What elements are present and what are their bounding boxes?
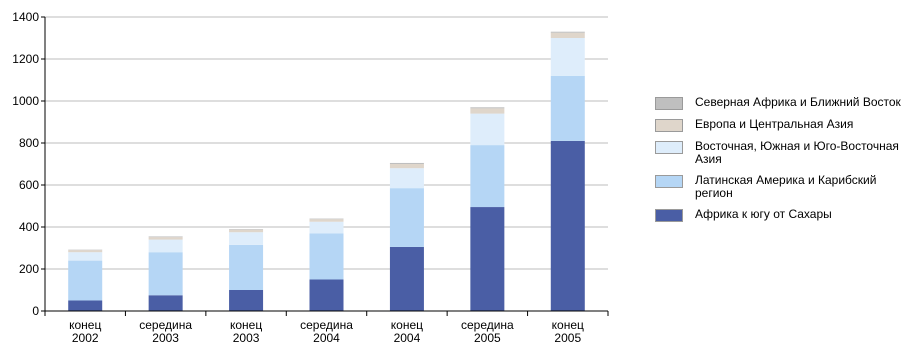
legend-swatch [655, 175, 683, 188]
bar-segment [309, 218, 344, 220]
bar-segment [68, 250, 103, 253]
legend-item: Северная Африка и Ближний Восток [655, 96, 917, 110]
stacked-bar-chart: 0 200 400 600 800 1000 1200 1400 конец 2002 серед… [12, 10, 609, 345]
bars [68, 31, 585, 311]
bar-segment [148, 237, 183, 240]
bar-segment [389, 162, 424, 164]
legend-swatch [655, 119, 683, 132]
y-tick-label: 200 [19, 262, 39, 276]
axes [44, 17, 608, 312]
x-axis-ticks: конец 2002 середина 2003 конец 2003 середина 20… [44, 311, 609, 345]
legend-swatch [655, 141, 683, 154]
legend-label: Северная Африка и Ближний Восток [695, 95, 901, 109]
bar-segment [389, 168, 424, 189]
bar-segment [470, 145, 505, 208]
y-axis-ticks: 0 200 400 600 800 1000 1200 1400 [12, 10, 45, 318]
bar-segment [309, 233, 344, 280]
bar-segment [309, 219, 344, 222]
bar-segment [550, 140, 585, 311]
x-tick-label: середина 2003 [139, 318, 192, 345]
legend-item: Восточная, Южная и Юго-Восточная Азия [655, 140, 917, 166]
x-tick-label: конец 2005 [552, 318, 584, 345]
legend-label: Африка к югу от Сахары [695, 207, 832, 221]
legend-swatch [655, 209, 683, 222]
y-tick-label: 600 [19, 178, 39, 192]
y-tick-label: 1200 [12, 52, 39, 66]
bar-segment [148, 295, 183, 311]
bar-segment [389, 164, 424, 169]
legend-label: Европа и Центральная Азия [695, 117, 854, 131]
legend-item: Европа и Центральная Азия [655, 118, 917, 132]
bar-segment [550, 32, 585, 38]
y-tick-label: 800 [19, 136, 39, 150]
y-tick-label: 400 [19, 220, 39, 234]
bar-segment [229, 232, 264, 245]
bar-segment [389, 188, 424, 247]
bar-segment [148, 239, 183, 253]
bar-segment [68, 252, 103, 261]
x-tick-label: конец 2004 [391, 318, 423, 345]
legend: Северная Африка и Ближний Восток Европа и… [655, 96, 917, 230]
bar-segment [470, 107, 505, 109]
bar-segment [470, 113, 505, 146]
bar-segment [229, 244, 264, 290]
bar-segment [148, 236, 183, 238]
x-tick-label: середина 2005 [461, 318, 514, 345]
bar-segment [470, 207, 505, 311]
legend-label: Латинская Америка и Карибский регион [695, 173, 877, 200]
bar-segment [550, 75, 585, 141]
legend-swatch [655, 97, 683, 110]
y-tick-label: 1400 [12, 10, 39, 24]
y-tick-label: 0 [32, 304, 39, 318]
legend-label: Восточная, Южная и Юго-Восточная Азия [695, 139, 899, 166]
bar-segment [229, 229, 264, 230]
bar-segment [229, 229, 264, 233]
gridlines [45, 16, 608, 270]
bar-segment [148, 252, 183, 296]
x-tick-label: конец 2003 [230, 318, 262, 345]
x-tick-label: конец 2002 [69, 318, 101, 345]
bar-segment [309, 221, 344, 234]
bar-segment [470, 108, 505, 114]
y-tick-label: 1000 [12, 94, 39, 108]
bar-segment [309, 279, 344, 311]
legend-item: Латинская Америка и Карибский регион [655, 174, 917, 200]
legend-item: Африка к югу от Сахары [655, 208, 917, 222]
bar-segment [550, 38, 585, 76]
bar-segment [229, 290, 264, 311]
bar-segment [68, 260, 103, 301]
bar-segment [389, 246, 424, 311]
x-tick-label: середина 2004 [300, 318, 353, 345]
bar-segment [550, 31, 585, 33]
bar-segment [68, 300, 103, 311]
